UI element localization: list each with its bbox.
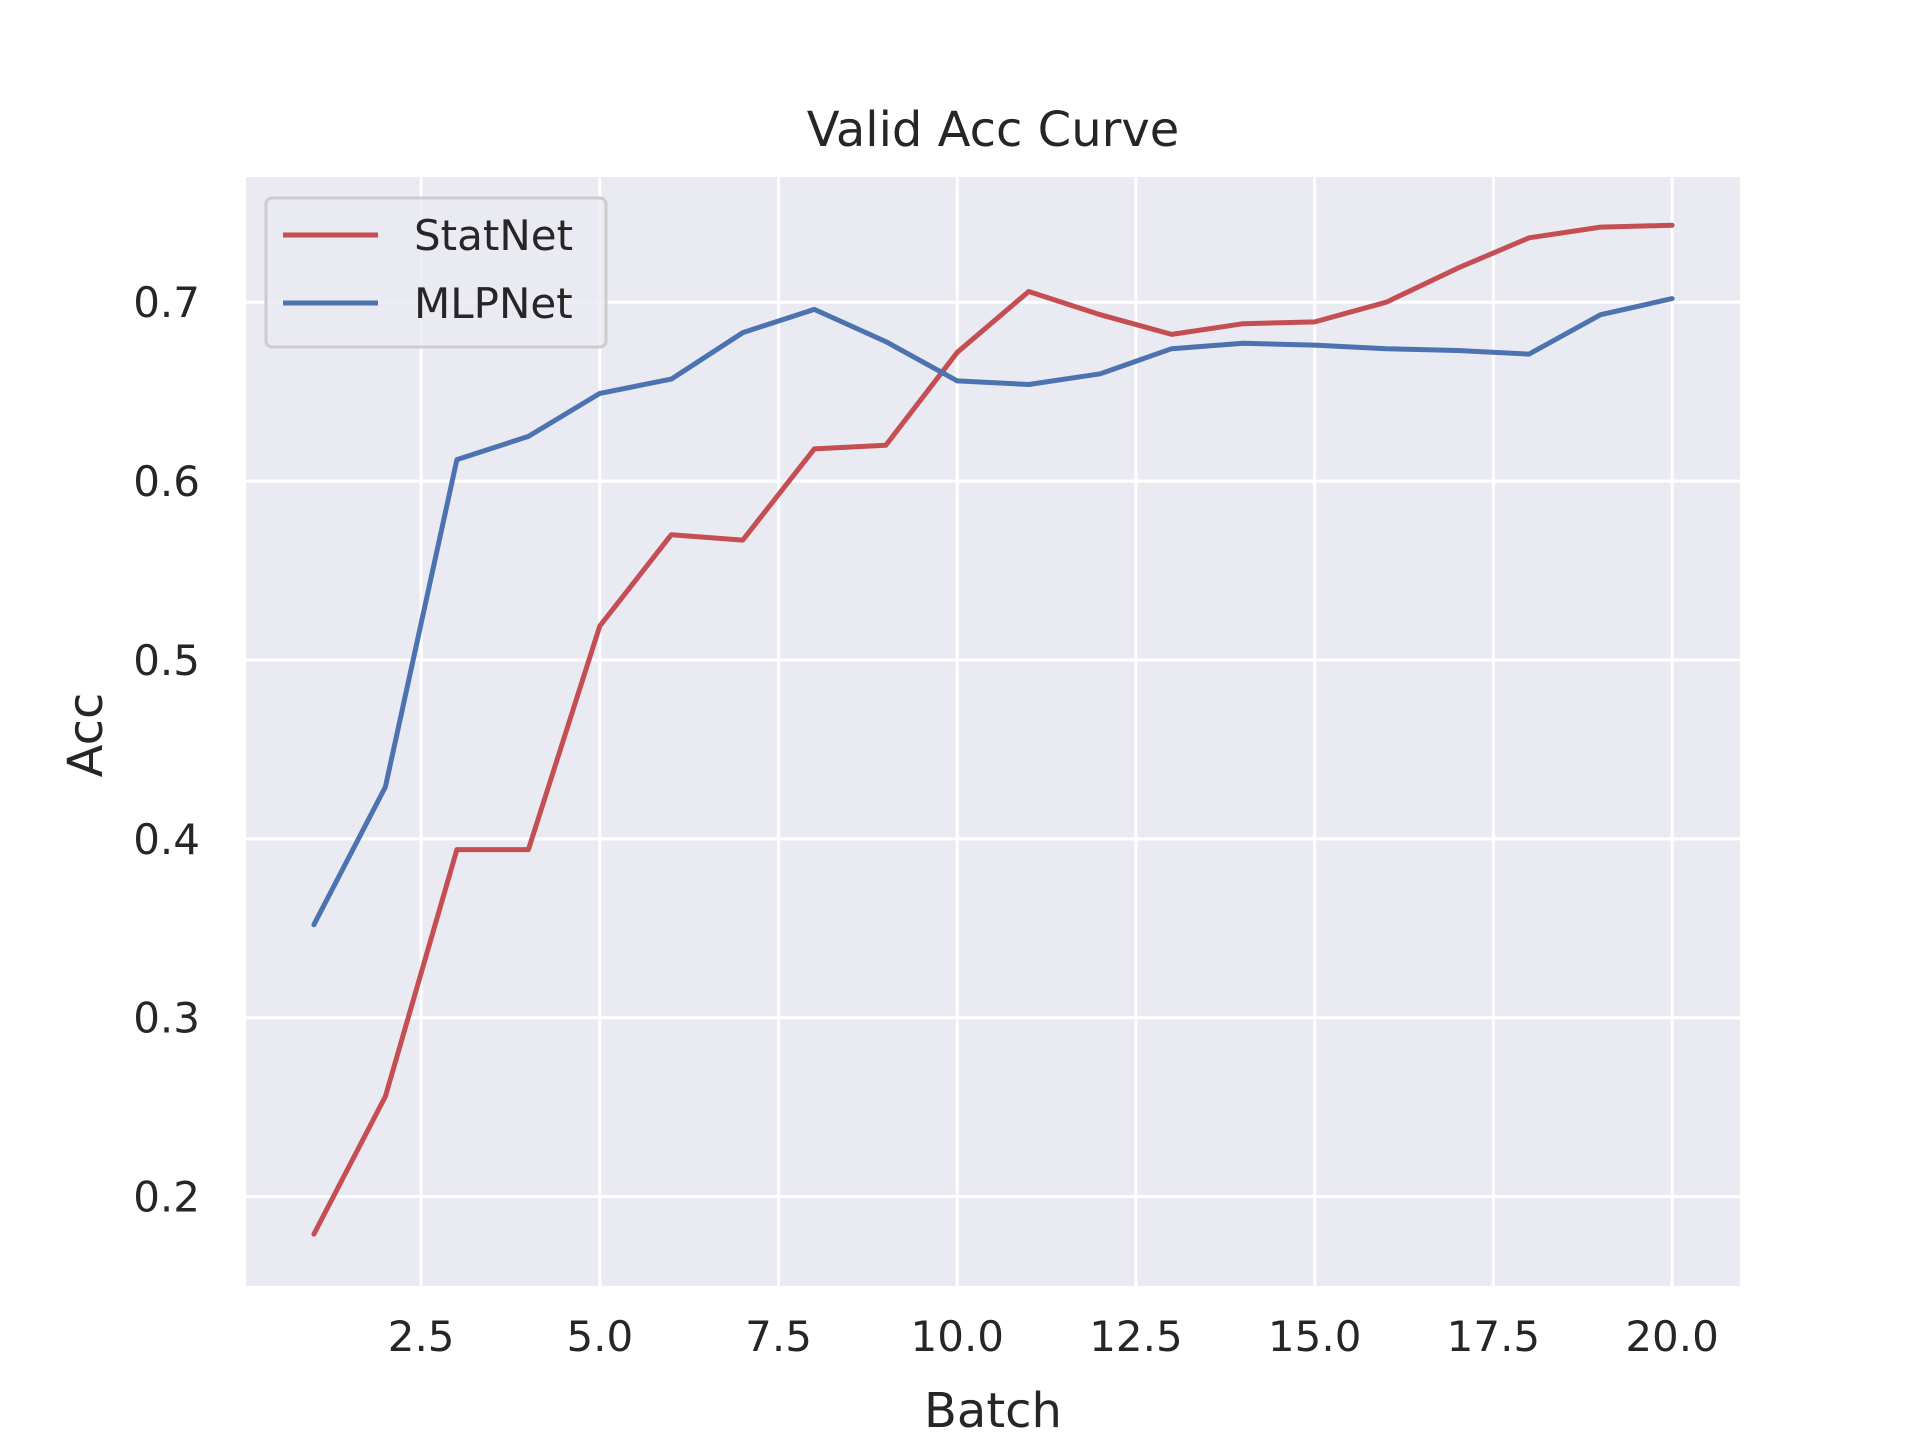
x-tick-label: 2.5	[388, 1312, 455, 1361]
y-tick-label: 0.5	[133, 636, 200, 685]
y-tick-label: 0.4	[133, 815, 200, 864]
y-tick-label: 0.3	[133, 994, 200, 1043]
x-tick-label: 7.5	[745, 1312, 812, 1361]
y-tick-label: 0.7	[133, 278, 200, 327]
x-tick-label: 17.5	[1447, 1312, 1541, 1361]
x-axis-ticks: 2.5 5.0 7.5 10.0 12.5 15.0 17.5 20.0	[388, 1312, 1719, 1361]
x-tick-label: 20.0	[1625, 1312, 1719, 1361]
x-tick-label: 15.0	[1268, 1312, 1362, 1361]
x-tick-label: 12.5	[1089, 1312, 1183, 1361]
y-axis-label: Acc	[58, 693, 114, 778]
chart-title: Valid Acc Curve	[807, 102, 1180, 158]
y-tick-label: 0.2	[133, 1173, 200, 1222]
series-line-statnet	[311, 222, 1675, 1237]
legend-label-statnet: StatNet	[414, 211, 573, 260]
x-axis-label: Batch	[924, 1383, 1062, 1439]
legend: StatNet MLPNet	[264, 196, 608, 349]
series-line-mlpnet	[311, 296, 1675, 928]
grid-lines	[246, 177, 1740, 1286]
y-tick-label: 0.6	[133, 457, 200, 506]
plot-area	[246, 177, 1740, 1286]
y-axis-ticks: 0.2 0.3 0.4 0.5 0.6 0.7	[133, 278, 200, 1221]
series-lines	[311, 222, 1675, 1237]
x-tick-label: 5.0	[566, 1312, 633, 1361]
x-tick-label: 10.0	[911, 1312, 1005, 1361]
legend-label-mlpnet: MLPNet	[414, 279, 573, 328]
